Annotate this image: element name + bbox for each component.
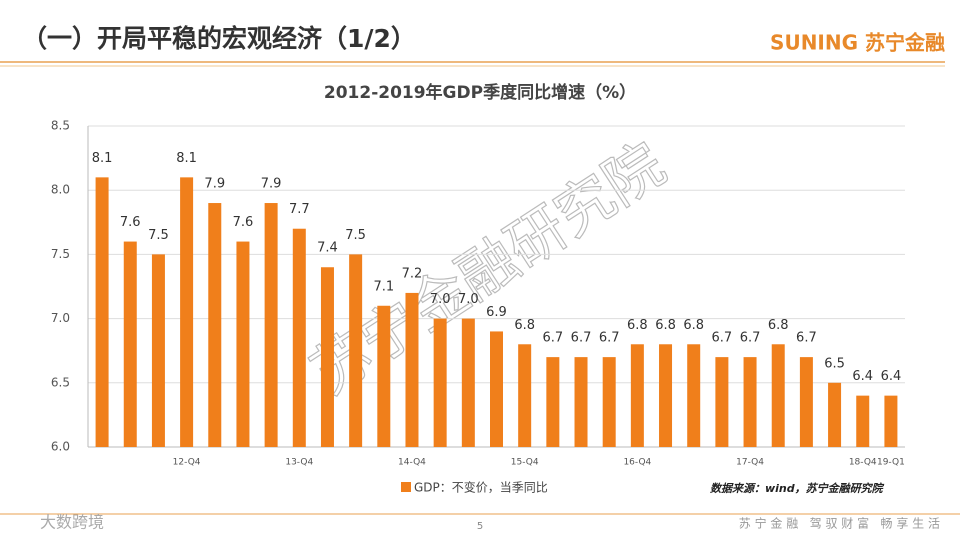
bar (180, 177, 194, 448)
data-label: 6.8 (683, 318, 704, 333)
data-label: 7.5 (345, 228, 366, 243)
data-label: 8.1 (92, 151, 113, 166)
chart-title: 2012-2019年GDP季度同比增速（%） (324, 82, 636, 103)
corner-mark: 大数跨境 (40, 513, 104, 532)
bar (461, 318, 475, 447)
data-label: 7.7 (289, 202, 310, 217)
data-label: 7.9 (261, 177, 282, 192)
x-tick-label: 19-Q1 (877, 458, 905, 468)
x-tick-label: 13-Q4 (285, 458, 313, 468)
page-number: 5 (477, 521, 483, 532)
bar (433, 318, 447, 447)
data-label: 7.9 (204, 177, 225, 192)
x-tick-label: 15-Q4 (511, 458, 539, 468)
legend-label: GDP：不变价，当季同比 (414, 480, 548, 495)
data-label: 6.7 (599, 331, 620, 346)
x-tick-label: 14-Q4 (398, 458, 426, 468)
bar (151, 254, 165, 447)
y-tick-label: 7.5 (51, 247, 70, 261)
x-tick-label: 18-Q4 (849, 458, 877, 468)
data-label: 7.4 (317, 241, 338, 256)
y-tick-label: 8.0 (51, 183, 70, 197)
bar (405, 292, 419, 447)
x-tick-label: 17-Q4 (736, 458, 764, 468)
data-label: 7.5 (148, 228, 169, 243)
bar (828, 382, 842, 447)
data-label: 7.0 (458, 292, 479, 307)
bar (377, 305, 391, 447)
data-label: 8.1 (176, 151, 197, 166)
data-label: 7.1 (373, 279, 394, 294)
bar (602, 357, 616, 447)
data-label: 6.4 (881, 369, 902, 384)
source-note: 数据来源：wind，苏宁金融研究院 (710, 482, 885, 495)
bar (95, 177, 109, 448)
footer-slogan: 苏 宁 金 融 驾 驭 财 富 畅 享 生 活 (739, 516, 940, 531)
bar (856, 395, 870, 447)
bar (349, 254, 363, 447)
bar (518, 344, 532, 447)
bar (490, 331, 503, 447)
data-label: 6.7 (571, 331, 592, 346)
bar (771, 344, 785, 447)
data-label: 7.6 (120, 215, 141, 230)
slide-title: （一）开局平稳的宏观经济（1/2） (22, 24, 416, 53)
data-label: 6.8 (768, 318, 789, 333)
data-label: 7.6 (233, 215, 254, 230)
bar (799, 357, 813, 447)
y-tick-label: 8.5 (51, 119, 70, 133)
bar (264, 203, 278, 447)
data-label: 6.4 (852, 369, 873, 384)
bar (208, 203, 222, 447)
data-label: 6.7 (543, 331, 564, 346)
y-tick-label: 6.0 (51, 440, 70, 454)
bar (743, 357, 757, 447)
bar (659, 344, 673, 447)
bar (546, 357, 560, 447)
y-tick-label: 6.5 (51, 375, 70, 389)
data-label: 6.5 (824, 356, 845, 371)
data-label: 6.9 (486, 305, 507, 320)
bar (292, 228, 306, 447)
bar (236, 241, 250, 447)
data-label: 6.7 (712, 331, 733, 346)
data-label: 6.7 (740, 331, 761, 346)
bar (715, 357, 729, 447)
data-label: 6.8 (627, 318, 648, 333)
bar (123, 241, 137, 447)
data-label: 6.7 (796, 331, 817, 346)
bar (884, 395, 898, 447)
legend-swatch (401, 482, 411, 492)
bar (574, 357, 588, 447)
data-label: 6.8 (655, 318, 676, 333)
data-label: 7.2 (402, 266, 423, 281)
y-tick-label: 7.0 (51, 311, 70, 325)
x-tick-label: 16-Q4 (623, 458, 651, 468)
data-label: 6.8 (514, 318, 535, 333)
bar (320, 267, 334, 447)
bar (687, 344, 701, 447)
x-tick-label: 12-Q4 (173, 458, 201, 468)
bar (630, 344, 644, 447)
data-label: 7.0 (430, 292, 451, 307)
logo: SUNING 苏宁金融 (770, 31, 945, 55)
